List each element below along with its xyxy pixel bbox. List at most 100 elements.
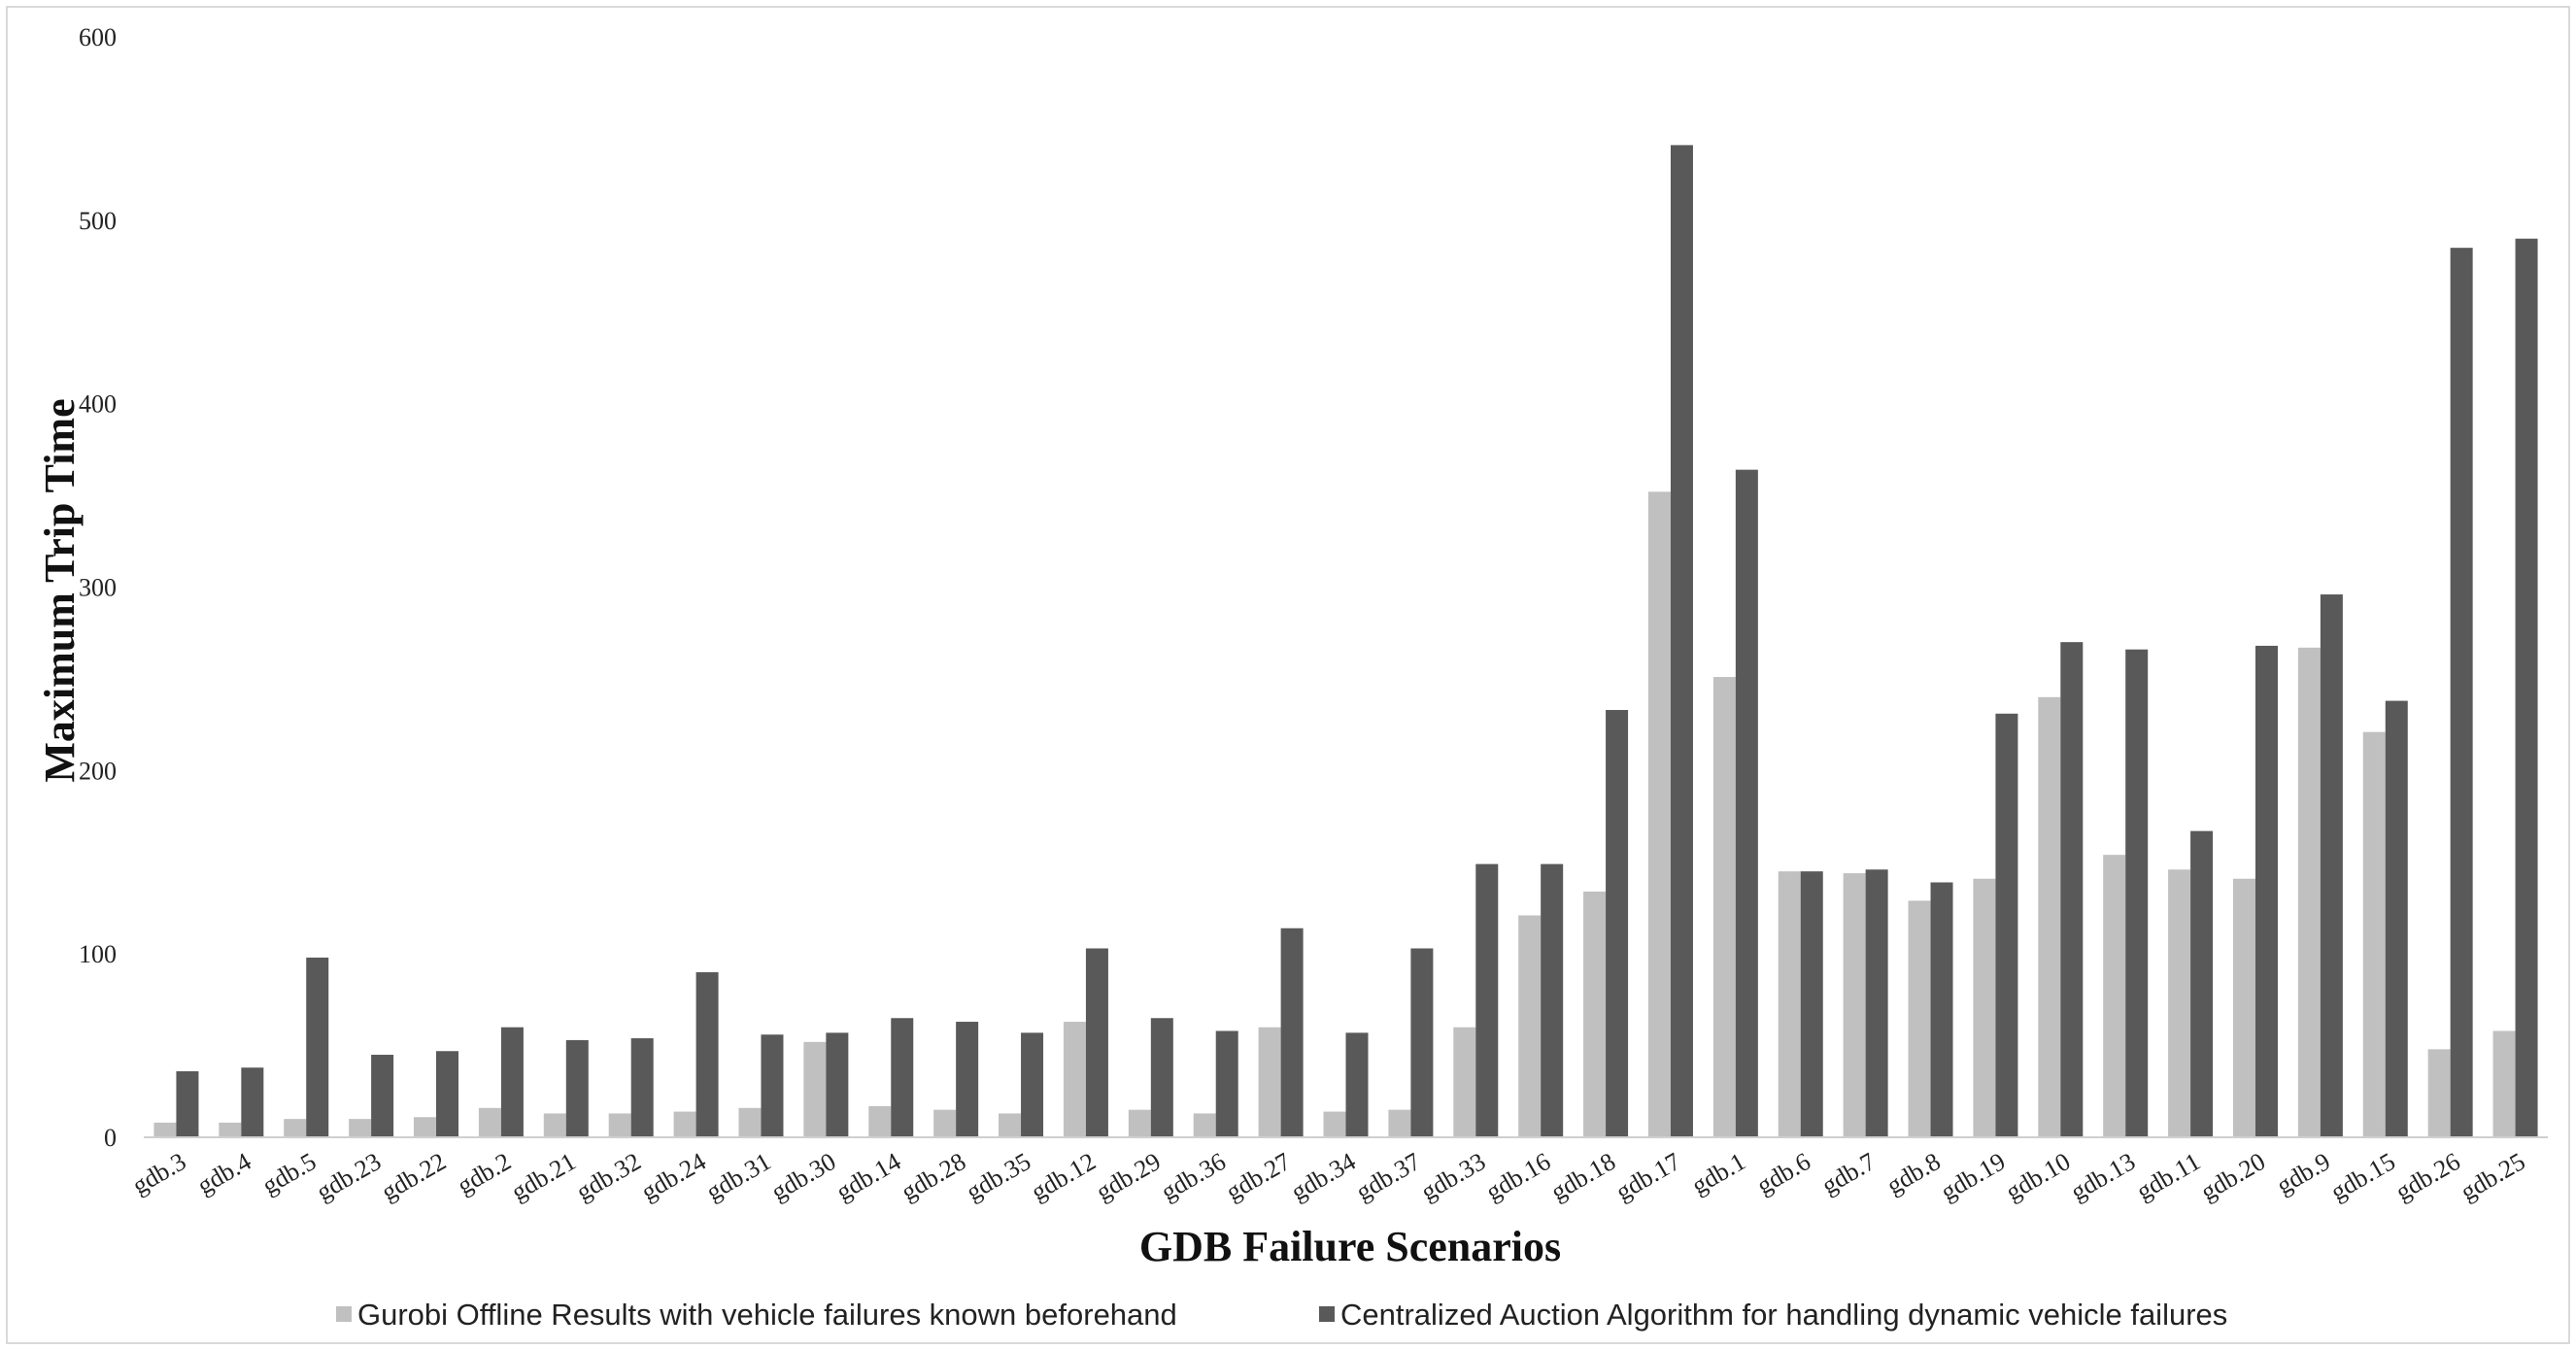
bar-auction-gdb-26	[2450, 248, 2473, 1138]
bar-auction-gdb-5	[306, 957, 329, 1137]
bar-auction-gdb-4	[241, 1067, 264, 1137]
x-tick-label: gdb.30	[766, 1147, 840, 1206]
x-tick-label: gdb.29	[1091, 1147, 1165, 1206]
bar-gurobi-gdb-22	[414, 1117, 437, 1137]
bar-auction-gdb-6	[1800, 871, 1823, 1137]
bar-auction-gdb-15	[2385, 700, 2408, 1137]
bar-gurobi-gdb-3	[153, 1122, 177, 1137]
y-tick-label: 600	[79, 23, 117, 51]
bar-auction-gdb-37	[1410, 948, 1434, 1137]
bar-gurobi-gdb-33	[1453, 1027, 1476, 1137]
bar-auction-gdb-24	[695, 972, 719, 1137]
x-tick-label: gdb.24	[636, 1147, 710, 1206]
bar-gurobi-gdb-17	[1647, 491, 1671, 1138]
x-tick-label: gdb.10	[2001, 1147, 2075, 1206]
x-tick-label: gdb.12	[1027, 1147, 1101, 1206]
y-axis-title: Maximum Trip Time	[36, 398, 84, 782]
legend-label: Centralized Auction Algorithm for handli…	[1340, 1298, 2227, 1332]
y-axis-ticks: 0 100 200 300 400 500 600	[79, 23, 117, 1152]
bar-gurobi-gdb-9	[2297, 647, 2321, 1137]
bar-gurobi-gdb-2	[478, 1107, 501, 1137]
x-tick-label: gdb.35	[962, 1147, 1035, 1206]
bar-auction-gdb-29	[1150, 1018, 1173, 1137]
x-tick-label: gdb.36	[1156, 1147, 1230, 1206]
y-tick-label: 300	[79, 574, 117, 602]
x-tick-label: gdb.19	[1936, 1147, 2010, 1206]
bar-gurobi-gdb-26	[2427, 1049, 2451, 1137]
bar-auction-gdb-12	[1085, 948, 1108, 1137]
x-tick-label: gdb.32	[571, 1147, 645, 1206]
x-tick-label: gdb.15	[2325, 1147, 2399, 1206]
bar-auction-gdb-30	[826, 1032, 849, 1137]
x-tick-label: gdb.27	[1221, 1147, 1295, 1206]
bar-gurobi-gdb-35	[999, 1113, 1022, 1137]
bar-auction-gdb-18	[1606, 710, 1629, 1137]
x-tick-label: gdb.22	[377, 1147, 451, 1206]
bar-auction-gdb-36	[1215, 1030, 1238, 1137]
bar-auction-gdb-11	[2190, 830, 2214, 1137]
x-tick-label: gdb.20	[2196, 1147, 2270, 1206]
bar-gurobi-gdb-30	[803, 1041, 827, 1137]
bar-gurobi-gdb-23	[349, 1119, 372, 1137]
y-tick-label: 100	[79, 940, 117, 968]
bar-auction-gdb-1	[1735, 469, 1758, 1137]
bar-auction-gdb-22	[436, 1051, 459, 1137]
x-tick-label: gdb.17	[1611, 1147, 1685, 1206]
bar-gurobi-gdb-24	[673, 1111, 696, 1137]
legend-label: Gurobi Offline Results with vehicle fail…	[357, 1298, 1177, 1332]
bar-auction-gdb-14	[891, 1018, 914, 1137]
chart-frame: 0 100 200 300 400 500 600 gdb.3 gdb.4 gdb.5 gdb.2…	[6, 6, 2570, 1344]
y-tick-label: 200	[79, 757, 117, 785]
bar-auction-gdb-10	[2060, 642, 2084, 1137]
bar-auction-gdb-33	[1475, 863, 1499, 1137]
x-tick-label: gdb.28	[897, 1147, 970, 1206]
bar-gurobi-gdb-31	[738, 1107, 762, 1137]
bar-gurobi-gdb-12	[1063, 1022, 1086, 1137]
bar-auction-gdb-13	[2125, 649, 2149, 1137]
bar-gurobi-gdb-21	[543, 1113, 566, 1137]
bar-gurobi-gdb-36	[1193, 1113, 1216, 1137]
bar-auction-gdb-7	[1865, 869, 1888, 1137]
x-tick-label: gdb.23	[312, 1147, 386, 1206]
x-tick-label: gdb.26	[2390, 1147, 2464, 1206]
x-tick-label: gdb.6	[1752, 1147, 1815, 1199]
x-tick-label: gdb.11	[2131, 1147, 2205, 1205]
x-tick-label: gdb.4	[192, 1147, 255, 1199]
bar-gurobi-gdb-5	[284, 1119, 307, 1137]
x-tick-label: gdb.33	[1416, 1147, 1490, 1206]
bar-gurobi-gdb-32	[608, 1113, 631, 1137]
bar-auction-gdb-19	[1995, 713, 2018, 1137]
bar-auction-gdb-3	[176, 1071, 199, 1137]
x-tick-label: gdb.34	[1286, 1147, 1360, 1206]
bar-auction-gdb-23	[371, 1055, 394, 1137]
bar-auction-gdb-27	[1280, 928, 1304, 1137]
y-tick-label: 400	[79, 390, 117, 419]
x-tick-label: gdb.14	[831, 1147, 905, 1206]
bar-auction-gdb-34	[1345, 1032, 1369, 1137]
x-tick-label: gdb.37	[1351, 1147, 1425, 1206]
bar-gurobi-gdb-27	[1258, 1027, 1281, 1137]
x-tick-label: gdb.31	[701, 1147, 775, 1206]
x-tick-label: gdb.1	[1687, 1147, 1750, 1199]
bar-gurobi-gdb-14	[868, 1105, 892, 1137]
x-tick-label: gdb.16	[1481, 1147, 1555, 1206]
bar-auction-gdb-2	[500, 1027, 524, 1137]
bars	[153, 145, 2538, 1138]
bar-gurobi-gdb-19	[1973, 878, 1996, 1137]
bar-gurobi-gdb-10	[2038, 696, 2061, 1137]
bar-gurobi-gdb-20	[2232, 878, 2255, 1137]
bar-gurobi-gdb-8	[1908, 900, 1931, 1137]
bar-gurobi-gdb-28	[933, 1109, 957, 1137]
bar-gurobi-gdb-16	[1518, 915, 1542, 1137]
bar-gurobi-gdb-18	[1583, 891, 1607, 1137]
x-tick-label: gdb.9	[2272, 1147, 2335, 1199]
bar-auction-gdb-32	[630, 1038, 654, 1137]
bar-gurobi-gdb-37	[1388, 1109, 1411, 1137]
bar-gurobi-gdb-15	[2362, 731, 2386, 1137]
bar-gurobi-gdb-34	[1323, 1111, 1346, 1137]
bar-auction-gdb-35	[1021, 1032, 1044, 1137]
bar-gurobi-gdb-11	[2168, 869, 2191, 1137]
y-tick-label: 0	[104, 1124, 117, 1152]
